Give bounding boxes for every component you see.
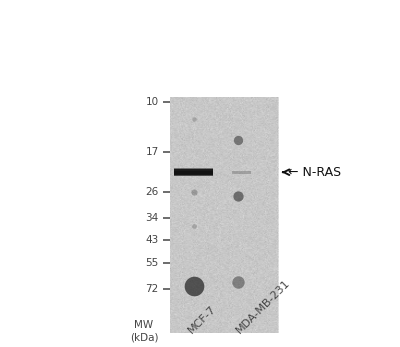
Text: 43: 43 [146,235,159,245]
Text: 55: 55 [146,258,159,268]
Point [190,117,197,122]
Point [235,279,242,285]
Point [235,193,242,199]
Point [235,138,242,143]
Bar [174,171,213,176]
Text: 17: 17 [146,147,159,157]
Point [190,223,197,229]
Text: 10: 10 [146,97,159,107]
Text: MCF-7: MCF-7 [186,304,218,335]
Bar [170,97,278,333]
Bar [174,168,213,174]
Bar [232,171,251,174]
Text: MW
(kDa): MW (kDa) [130,320,158,342]
Point [190,190,197,195]
Bar [174,169,213,175]
Text: 72: 72 [146,284,159,294]
Bar [174,171,213,176]
Point [190,283,197,289]
Text: 34: 34 [146,213,159,223]
Text: MDA-MB-231: MDA-MB-231 [234,278,292,335]
Text: 26: 26 [146,187,159,197]
Text: ← N-RAS: ← N-RAS [288,166,341,179]
